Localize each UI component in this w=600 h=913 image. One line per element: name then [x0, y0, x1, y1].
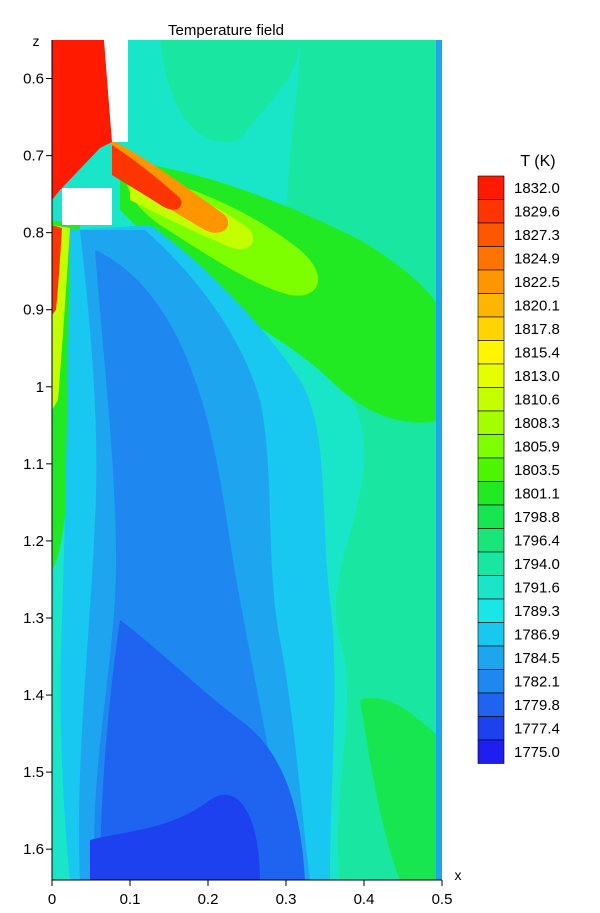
- x-axis-ticks: 0 0.1 0.2 0.3 0.4 0.5: [48, 880, 453, 908]
- colorbar-swatch: [477, 340, 505, 365]
- y-tick-label: 1: [36, 379, 44, 396]
- colorbar-level-label: 1784.5: [514, 650, 560, 667]
- inlet-gap: [104, 40, 128, 142]
- x-tick-label: 0.3: [276, 891, 297, 908]
- colorbar-level-label: 1824.9: [514, 250, 560, 267]
- region-blue-coldest: [90, 794, 260, 880]
- colorbar-swatch: [477, 645, 505, 670]
- x-tick-label: 0.1: [120, 891, 141, 908]
- colorbar-swatch: [477, 481, 505, 506]
- y-tick-label: 1.6: [23, 841, 44, 858]
- colorbar-level-label: 1782.1: [514, 673, 560, 690]
- colorbar-level-label: 1786.9: [514, 626, 560, 643]
- colorbar-swatch: [477, 504, 505, 529]
- region-plume-orange: [112, 140, 229, 233]
- colorbar-swatch: [477, 622, 505, 647]
- colorbar-swatch: [477, 457, 505, 482]
- colorbar-swatch: [477, 175, 505, 200]
- y-tick-label: 1.2: [23, 533, 44, 550]
- chart-title: Temperature field: [168, 22, 284, 39]
- y-tick-label: 1.1: [23, 456, 44, 473]
- colorbar-level-label: 1820.1: [514, 297, 560, 314]
- colorbar-swatch: [477, 551, 505, 576]
- colorbar-level-label: 1779.8: [514, 697, 560, 714]
- region-green-bottom-right: [360, 698, 442, 880]
- colorbar-level-label: 1798.8: [514, 509, 560, 526]
- colorbar-swatch: [477, 316, 505, 341]
- colorbar-swatch: [477, 528, 505, 553]
- colorbar-level-label: 1794.0: [514, 556, 560, 573]
- colorbar-swatch: [477, 363, 505, 388]
- inlet-block: [62, 188, 112, 225]
- colorbar-level-label: 1791.6: [514, 579, 560, 596]
- colorbar-swatch: [477, 434, 505, 459]
- region-green-top: [160, 40, 300, 142]
- y-axis-ticks: 0.6 0.7 0.8 0.9 1 1.1 1.2 1.3 1.4 1.5 1.6: [23, 71, 52, 858]
- colorbar-level-label: 1829.6: [514, 203, 560, 220]
- colorbar-level-label: 1796.4: [514, 532, 560, 549]
- colorbar-level-label: 1801.1: [514, 485, 560, 502]
- colorbar-level-label: 1827.3: [514, 227, 560, 244]
- x-tick-label: 0.5: [432, 891, 453, 908]
- colorbar-level-label: 1805.9: [514, 438, 560, 455]
- x-axis-label: x: [455, 867, 462, 883]
- x-tick-label: 0.4: [354, 891, 375, 908]
- colorbar-label: T (K): [520, 153, 555, 170]
- colorbar-level-label: 1817.8: [514, 321, 560, 338]
- colorbar: 1832.0 1829.6 1827.3 1824.9 1822.5 1820.1 1817…: [477, 175, 560, 764]
- colorbar-level-label: 1815.4: [514, 344, 560, 361]
- colorbar-level-label: 1803.5: [514, 462, 560, 479]
- y-tick-label: 0.7: [23, 148, 44, 165]
- y-tick-label: 0.8: [23, 225, 44, 242]
- y-tick-label: 1.5: [23, 764, 44, 781]
- colorbar-swatch: [477, 222, 505, 247]
- y-tick-label: 1.4: [23, 687, 44, 704]
- right-wall-strip: [436, 40, 442, 880]
- colorbar-swatch: [477, 387, 505, 412]
- region-inlet-red: [52, 40, 112, 200]
- colorbar-level-label: 1777.4: [514, 720, 560, 737]
- colorbar-swatch: [477, 410, 505, 435]
- y-axis-label: z: [33, 33, 40, 49]
- y-tick-label: 0.6: [23, 71, 44, 88]
- region-plume-red: [112, 145, 182, 210]
- colorbar-swatch: [477, 692, 505, 717]
- colorbar-swatch: [477, 598, 505, 623]
- colorbar-level-label: 1813.0: [514, 368, 560, 385]
- x-tick-label: 0: [48, 891, 56, 908]
- contour-field: [52, 40, 442, 880]
- y-tick-label: 0.9: [23, 302, 44, 319]
- colorbar-swatch: [477, 739, 505, 764]
- y-tick-label: 1.3: [23, 610, 44, 627]
- colorbar-swatch: [477, 669, 505, 694]
- colorbar-swatch: [477, 269, 505, 294]
- region-blue-cold: [100, 620, 305, 880]
- colorbar-swatch: [477, 246, 505, 271]
- colorbar-level-label: 1832.0: [514, 180, 560, 197]
- colorbar-swatch: [477, 575, 505, 600]
- x-tick-label: 0.2: [198, 891, 219, 908]
- colorbar-swatch: [477, 293, 505, 318]
- colorbar-swatch: [477, 199, 505, 224]
- region-wall-red: [52, 225, 62, 315]
- colorbar-level-label: 1808.3: [514, 415, 560, 432]
- colorbar-level-label: 1810.6: [514, 391, 560, 408]
- colorbar-level-label: 1775.0: [514, 744, 560, 761]
- colorbar-level-label: 1789.3: [514, 603, 560, 620]
- colorbar-level-label: 1822.5: [514, 274, 560, 291]
- colorbar-swatch: [477, 716, 505, 741]
